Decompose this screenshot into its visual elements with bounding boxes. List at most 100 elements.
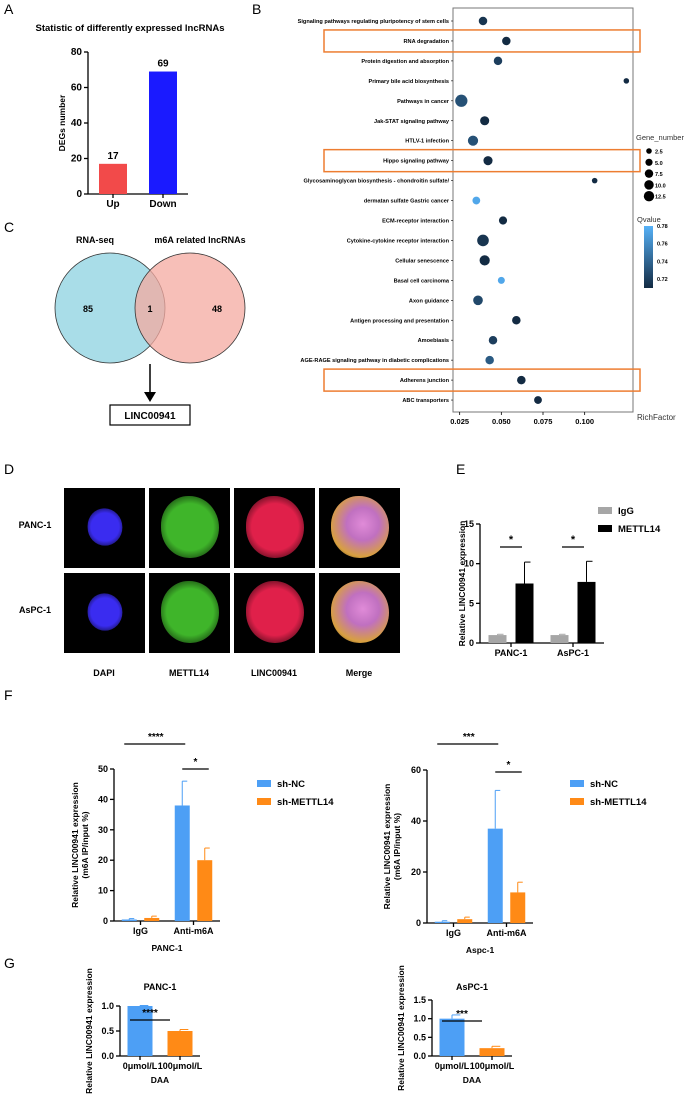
- chart-a-ytick-label: 0: [76, 189, 82, 200]
- chart-e-significance-label: *: [571, 534, 576, 546]
- cell-signal: [246, 496, 304, 558]
- chart-e-legend-label: IgG: [618, 506, 634, 517]
- chart-b-point: [488, 335, 498, 345]
- chart-f-panc1-significance-label: ****: [148, 732, 164, 743]
- micrograph-panc-1-dapi: [64, 488, 145, 568]
- micrograph-panc-1-merge: [319, 488, 400, 568]
- chart-f-panc1-ylabel: (m6A IP/input %): [80, 811, 90, 878]
- chart-b-point: [455, 94, 468, 107]
- chart-f-panc1-category-label: Anti-m6A: [174, 926, 214, 936]
- chart-b-point: [483, 156, 493, 166]
- chart-b-category-label: Glycosaminoglycan biosynthesis - chondro…: [304, 179, 450, 185]
- chart-f-panc1-ytick-label: 0: [103, 916, 108, 926]
- chart-b-category-label: Cytokine-cytokine receptor interaction: [347, 238, 450, 244]
- chart-g-aspc1-ytick-label: 0.5: [413, 1032, 426, 1042]
- chart-f-aspc1-legend-label: sh-NC: [590, 779, 618, 790]
- cell-signal: [331, 496, 389, 558]
- chart-a-ylabel: DEGs number: [57, 94, 67, 151]
- chart-b-plot-box: [452, 7, 634, 413]
- chart-f-aspc1-legend-label: sh-METTL14: [590, 797, 647, 808]
- chart-f-panc1-legend-label: sh-METTL14: [277, 797, 334, 808]
- panel-label-D: D: [4, 461, 14, 477]
- chart-b-category-label: Amoebiasis: [418, 338, 449, 344]
- chart-b-xtick-label: 0.025: [450, 417, 469, 426]
- chart-b-category-label: dermatan sulfate Gastric cancer: [364, 199, 450, 205]
- chart-e-legend-swatch: [598, 525, 612, 532]
- chart-e-category-label: PANC-1: [495, 648, 528, 658]
- chart-a-title: Statistic of differently expressed lncRN…: [36, 23, 225, 34]
- chart-b-category-label: Cellular senescence: [395, 258, 449, 264]
- panel-label-B: B: [252, 1, 261, 17]
- chart-f-panc1-ytick-label: 20: [98, 855, 108, 865]
- chart-b-category-label: AGE-RAGE signaling pathway in diabetic c…: [300, 358, 449, 364]
- venn-right-circle: [134, 252, 246, 364]
- chart-f-panc1-legend-swatch: [257, 780, 271, 787]
- chart-b-size-legend-label: 7.5: [655, 172, 663, 178]
- chart-b-highlight-box: [323, 148, 641, 173]
- chart-a-category-label: Up: [106, 199, 119, 210]
- chart-b-category-label: Axon guidance: [409, 298, 449, 304]
- chart-b-size-legend-dot: [646, 148, 652, 154]
- chart-b-xtick-label: 0.050: [492, 417, 511, 426]
- chart-b-category-label: Protein digestion and absorption: [361, 59, 449, 65]
- venn-result-box: [109, 404, 191, 426]
- chart-a-ytick-label: 20: [71, 154, 83, 165]
- chart-g-panc1-xlabel: DAA: [151, 1075, 169, 1085]
- chart-b-xlabel: RichFactor: [637, 413, 676, 422]
- chart-f-panc1-ytick-label: 50: [98, 764, 108, 774]
- venn-overlap-count: 1: [147, 304, 152, 314]
- chart-a-bar: [99, 163, 127, 194]
- chart-e-ytick-label: 5: [469, 598, 474, 608]
- chart-g-aspc1-bar: [479, 1048, 505, 1056]
- chart-b-category-label: Antigen processing and presentation: [350, 318, 449, 324]
- chart-b-size-legend-dot: [644, 180, 654, 190]
- chart-f-panc1-bar: [174, 805, 190, 921]
- chart-b-point: [473, 295, 483, 306]
- chart-g-aspc1-category-label: 100μmol/L: [470, 1061, 515, 1071]
- micrograph-aspc-1-mettl14: [149, 573, 230, 653]
- chart-b-category-label: Basal cell carcinoma: [394, 278, 450, 284]
- chart-f-aspc1-ytick-label: 0: [416, 918, 421, 928]
- chart-a-category-label: Down: [149, 199, 176, 210]
- chart-b-point: [467, 135, 479, 146]
- chart-b-point: [479, 255, 490, 266]
- chart-f-aspc1-category-label: IgG: [446, 928, 461, 938]
- chart-b-size-legend-label: 2.5: [655, 150, 663, 156]
- chart-b-point: [472, 196, 481, 205]
- chart-a-ytick-label: 60: [71, 83, 83, 94]
- chart-b-category-label: Adherens junction: [400, 378, 450, 384]
- panel-label-F: F: [4, 687, 13, 703]
- chart-f-aspc1-ylabel: (m6A IP/input %): [392, 813, 402, 880]
- chart-e-ytick-label: 0: [469, 638, 474, 648]
- chart-g-aspc1-ylabel: Relative LINC00941 expression: [396, 965, 406, 1091]
- panel-label-E: E: [456, 461, 465, 477]
- cell-signal: [331, 581, 389, 643]
- chart-g-aspc1-title: AsPC-1: [456, 982, 488, 992]
- micrograph-panc-1-linc00941: [234, 488, 315, 568]
- chart-g-aspc1-ytick-label: 1.5: [413, 995, 426, 1005]
- chart-b-point: [480, 116, 490, 126]
- panel-label-A: A: [4, 1, 14, 17]
- microscopy-column-label: Merge: [346, 668, 373, 678]
- chart-a-data-label: 17: [107, 151, 119, 162]
- chart-b-size-legend-label: 12.5: [655, 195, 666, 201]
- chart-f-panc1-ytick-label: 10: [98, 886, 108, 896]
- chart-a-bar: [149, 71, 177, 194]
- arrow-down-icon: [144, 392, 156, 402]
- chart-f-aspc1-bar: [487, 828, 503, 923]
- chart-g-panc1-bar: [167, 1031, 193, 1056]
- chart-e-category-label: AsPC-1: [557, 648, 589, 658]
- chart-b-size-legend-dot: [644, 169, 654, 178]
- venn-left-count: 85: [83, 304, 93, 314]
- cell-signal: [87, 508, 123, 546]
- chart-f-aspc1-significance-label: *: [507, 760, 511, 771]
- chart-b-point: [502, 36, 511, 46]
- chart-b-category-label: ECM-receptor interaction: [382, 219, 449, 225]
- chart-f-aspc1-bar: [457, 919, 473, 923]
- chart-f-aspc1-bar: [434, 921, 450, 923]
- chart-g-panc1-significance-label: ****: [142, 1008, 158, 1019]
- chart-g-panc1-category-label: 100μmol/L: [158, 1061, 203, 1071]
- chart-b-highlight-box: [323, 29, 641, 53]
- chart-b-category-label: Jak-STAT signaling pathway: [374, 119, 450, 125]
